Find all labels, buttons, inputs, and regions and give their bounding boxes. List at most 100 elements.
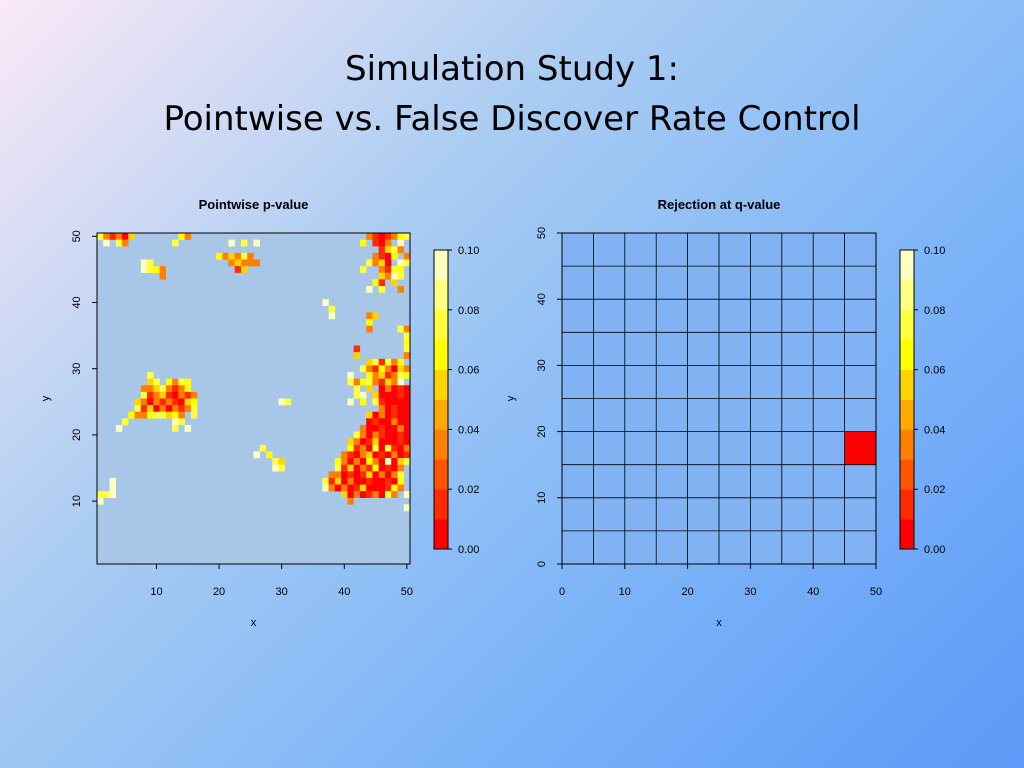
- left-heatmap-cell: [334, 477, 342, 485]
- left-heatmap-cell: [397, 259, 404, 267]
- left-x-axis-label: x: [251, 617, 257, 629]
- left-heatmap-cell: [397, 325, 404, 333]
- left-heatmap-cell: [378, 378, 386, 386]
- left-colorbar-segment: [434, 339, 448, 370]
- left-heatmap-cell: [140, 385, 148, 393]
- left-heatmap-cell: [378, 418, 386, 426]
- left-heatmap-cell: [347, 484, 354, 492]
- right-plot-frame: [561, 232, 877, 565]
- left-heatmap-cell: [372, 259, 379, 267]
- left-colorbar-label: 0.08: [458, 305, 479, 317]
- left-heatmap-cell: [391, 471, 398, 479]
- left-colorbar-label: 0.06: [458, 365, 479, 377]
- left-heatmap-cell: [372, 391, 379, 399]
- left-heatmap-cell: [165, 405, 173, 412]
- left-heatmap-cell: [384, 385, 392, 393]
- left-heatmap-cell: [372, 252, 379, 260]
- left-heatmap-cell: [403, 352, 411, 359]
- left-heatmap-cell: [159, 405, 167, 412]
- left-heatmap-cell: [109, 477, 116, 485]
- left-heatmap-cell: [372, 484, 379, 492]
- left-heatmap-cell: [247, 259, 254, 267]
- right-y-tick-label: 10: [536, 492, 548, 504]
- left-heatmap-cell: [134, 398, 142, 406]
- left-heatmap-cell: [366, 464, 373, 472]
- left-heatmap-cell: [347, 497, 354, 505]
- left-heatmap-cell: [178, 418, 185, 426]
- left-heatmap-cell: [391, 391, 398, 399]
- left-heatmap-cell: [190, 411, 198, 419]
- left-heatmap-cell: [384, 398, 392, 406]
- left-heatmap-cell: [403, 504, 411, 512]
- left-heatmap-cell: [384, 444, 392, 452]
- left-heatmap-cell: [109, 484, 116, 492]
- left-heatmap-cell: [347, 458, 354, 465]
- left-heatmap-cell: [378, 239, 386, 247]
- left-heatmap-cell: [378, 477, 386, 485]
- left-heatmap-cell: [359, 266, 367, 273]
- left-heatmap-cell: [147, 405, 154, 412]
- left-heatmap-cell: [372, 372, 379, 379]
- left-heatmap-cell: [190, 391, 198, 399]
- left-y-tick-label: 30: [71, 363, 83, 375]
- left-heatmap-cell: [378, 444, 386, 452]
- left-heatmap-cell: [397, 451, 404, 459]
- left-heatmap-cell: [403, 438, 411, 446]
- left-heatmap-cell: [341, 464, 348, 472]
- left-heatmap-cell: [384, 239, 392, 247]
- left-heatmap-cell: [347, 438, 354, 446]
- left-heatmap-cell: [366, 259, 373, 267]
- left-heatmap-cell: [172, 391, 179, 399]
- left-x-tick-label: 20: [213, 586, 225, 598]
- left-colorbar-segment: [434, 250, 448, 281]
- left-colorbar-label: 0.04: [458, 424, 479, 436]
- left-heatmap-cell: [97, 497, 104, 505]
- left-heatmap-cell: [359, 438, 367, 446]
- left-heatmap-cell: [378, 252, 386, 260]
- left-x-tick-label: 40: [338, 586, 350, 598]
- left-heatmap-cell: [359, 491, 367, 498]
- left-heatmap-cell: [384, 424, 392, 432]
- left-heatmap-cell: [391, 477, 398, 485]
- left-heatmap-cell: [353, 491, 361, 498]
- left-plot-frame: [96, 232, 411, 565]
- left-heatmap-cell: [172, 424, 179, 432]
- left-heatmap-cell: [403, 398, 411, 406]
- left-heatmap-cell: [347, 451, 354, 459]
- left-heatmap-cell: [328, 471, 336, 479]
- left-heatmap-cell: [378, 411, 386, 419]
- left-heatmap-cell: [397, 372, 404, 379]
- left-heatmap-cell: [403, 385, 411, 393]
- left-heatmap-cell: [184, 391, 192, 399]
- right-colorbar-segment: [900, 369, 914, 400]
- left-heatmap-cell: [97, 233, 104, 240]
- left-heatmap-cell: [184, 424, 192, 432]
- left-heatmap-cell: [178, 378, 185, 386]
- left-heatmap-cell: [384, 252, 392, 260]
- left-heatmap-cell: [391, 464, 398, 472]
- left-heatmap-cell: [147, 259, 154, 267]
- left-heatmap-cell: [159, 398, 167, 406]
- left-heatmap-cell: [147, 411, 154, 419]
- left-colorbar-segment: [434, 459, 448, 490]
- left-heatmap-cell: [391, 246, 398, 254]
- left-heatmap-cell: [391, 398, 398, 406]
- left-y-axis-label: y: [40, 395, 52, 401]
- left-heatmap-cell: [403, 372, 411, 379]
- left-heatmap-cell: [140, 411, 148, 419]
- right-x-tick-label: 10: [619, 586, 631, 598]
- left-heatmap-cell: [103, 491, 110, 498]
- left-heatmap-cell: [372, 431, 379, 439]
- left-heatmap-cell: [359, 431, 367, 439]
- left-heatmap-cell: [347, 398, 354, 406]
- left-heatmap-cell: [341, 477, 348, 485]
- left-heatmap-cell: [403, 418, 411, 426]
- left-heatmap-cell: [184, 398, 192, 406]
- right-x-tick-label: 50: [870, 586, 882, 598]
- left-heatmap-cell: [178, 385, 185, 393]
- left-heatmap-cell: [366, 285, 373, 293]
- left-heatmap-cell: [397, 391, 404, 399]
- left-heatmap-cell: [403, 491, 411, 498]
- left-heatmap-cell: [272, 464, 279, 472]
- left-heatmap-cell: [378, 272, 386, 280]
